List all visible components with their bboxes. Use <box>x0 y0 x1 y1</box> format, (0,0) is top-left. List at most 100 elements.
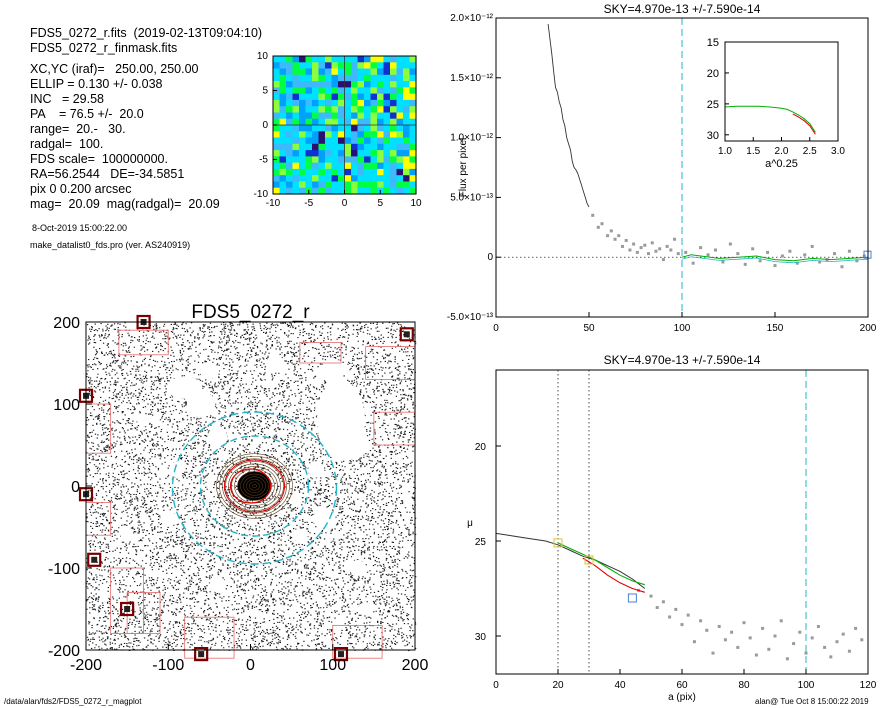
heatmap-cell <box>377 181 385 189</box>
heatmap-cell <box>409 125 417 132</box>
heatmap-cell <box>305 81 313 88</box>
heatmap-cell <box>299 175 307 183</box>
heatmap-cell <box>331 125 339 132</box>
isophote <box>228 463 281 509</box>
heatmap-cell <box>409 187 417 195</box>
heatmap-cell <box>357 99 365 107</box>
heatmap-cell <box>279 137 287 145</box>
heatmap-cell <box>305 74 313 82</box>
x-tick-label: 50 <box>583 323 595 334</box>
heatmap-cell <box>409 168 417 176</box>
data-point <box>833 252 837 256</box>
heatmap-cell <box>325 131 333 139</box>
data-point <box>766 250 770 254</box>
heatmap-cell <box>403 62 411 70</box>
heatmap-cell <box>318 68 326 76</box>
star-core <box>403 331 410 338</box>
heatmap-cell <box>396 143 404 151</box>
heatmap-cell <box>377 175 385 183</box>
heatmap-cell <box>318 131 326 139</box>
heatmap-cell <box>305 156 313 164</box>
heatmap-cell <box>396 125 404 132</box>
heatmap-cell <box>299 187 307 195</box>
heatmap-cell <box>299 137 307 145</box>
heatmap-cell <box>390 175 398 183</box>
heatmap-cell <box>357 125 365 132</box>
heatmap-cell <box>318 118 326 126</box>
heatmap-cell <box>279 87 287 95</box>
heatmap-cell <box>396 87 404 95</box>
heatmap-cell <box>279 62 287 70</box>
heatmap-cell <box>286 162 294 170</box>
heatmap-cell <box>390 62 398 70</box>
data-point <box>650 241 654 245</box>
data-point <box>785 657 789 661</box>
heatmap-cell <box>318 137 326 145</box>
heatmap-cell <box>325 137 333 145</box>
heatmap-cell <box>351 162 359 170</box>
heatmap-cell <box>312 168 320 176</box>
heatmap-cell <box>370 118 378 126</box>
heatmap-cell <box>325 87 333 95</box>
heatmap-cell <box>338 62 346 70</box>
y-tick-label: 0 <box>262 120 268 131</box>
heatmap-cell <box>338 162 346 170</box>
heatmap-cell <box>325 112 333 120</box>
heatmap-cell <box>312 112 320 120</box>
x-tick-label: 200 <box>860 323 877 334</box>
heatmap-cell <box>351 56 359 63</box>
heatmap-cell <box>312 143 320 151</box>
star-core <box>198 651 205 658</box>
mask-file-line: FDS5_0272_r_finmask.fits <box>30 41 178 55</box>
heatmap-cell <box>396 175 404 183</box>
x-tick-label: 5 <box>377 198 383 209</box>
heatmap-cell <box>331 131 339 139</box>
inset-y-tick-label: 20 <box>707 68 719 80</box>
heatmap-cell <box>364 156 372 164</box>
mask-blob <box>209 576 226 593</box>
heatmap-cell <box>325 68 333 76</box>
heatmap-cell <box>299 150 307 157</box>
data-point <box>673 237 677 241</box>
inset-x-tick-label: 1.5 <box>746 146 760 157</box>
heatmap-cell <box>403 68 411 76</box>
heatmap-cell <box>409 56 417 63</box>
param-scale: FDS scale= 100000000. <box>30 152 168 166</box>
data-point <box>742 621 746 625</box>
data-point <box>620 244 624 248</box>
y-tick-label: 2.0×10⁻¹² <box>450 13 493 24</box>
profile-line <box>547 23 590 208</box>
heatmap-cell <box>390 93 398 101</box>
heatmap-cell <box>403 162 411 170</box>
data-point <box>684 250 688 254</box>
heatmap-cell <box>390 56 398 63</box>
heatmap-cell <box>338 106 346 114</box>
heatmap-cell <box>364 131 372 139</box>
heatmap-cell <box>396 131 404 139</box>
data-point <box>639 246 643 250</box>
heatmap-cell <box>377 118 385 126</box>
heatmap-cell <box>292 156 300 164</box>
heatmap-cell <box>286 168 294 176</box>
x-tick-label: -100 <box>152 657 184 674</box>
heatmap-cell <box>331 93 339 101</box>
program-line: make_datalist0_fds.pro (ver. AS240919) <box>30 240 191 250</box>
heatmap-cell <box>370 99 378 107</box>
heatmap-cell <box>279 131 287 139</box>
data-point <box>705 628 709 632</box>
heatmap-cell <box>351 93 359 101</box>
heatmap-cell <box>344 99 352 107</box>
y-tick-label: 5 <box>262 86 268 97</box>
heatmap-cell <box>383 137 391 145</box>
param-mag: mag= 20.09 mag(radgal)= 20.09 <box>30 197 220 211</box>
heatmap-cell <box>351 118 359 126</box>
heatmap-cell <box>409 112 417 120</box>
data-point <box>699 619 703 623</box>
heatmap-cell <box>396 62 404 70</box>
heatmap-cell <box>338 150 346 157</box>
heatmap-cell <box>338 156 346 164</box>
heatmap-cell <box>338 175 346 183</box>
data-point <box>804 651 808 655</box>
heatmap-cell <box>273 62 281 70</box>
heatmap-cell <box>299 131 307 139</box>
